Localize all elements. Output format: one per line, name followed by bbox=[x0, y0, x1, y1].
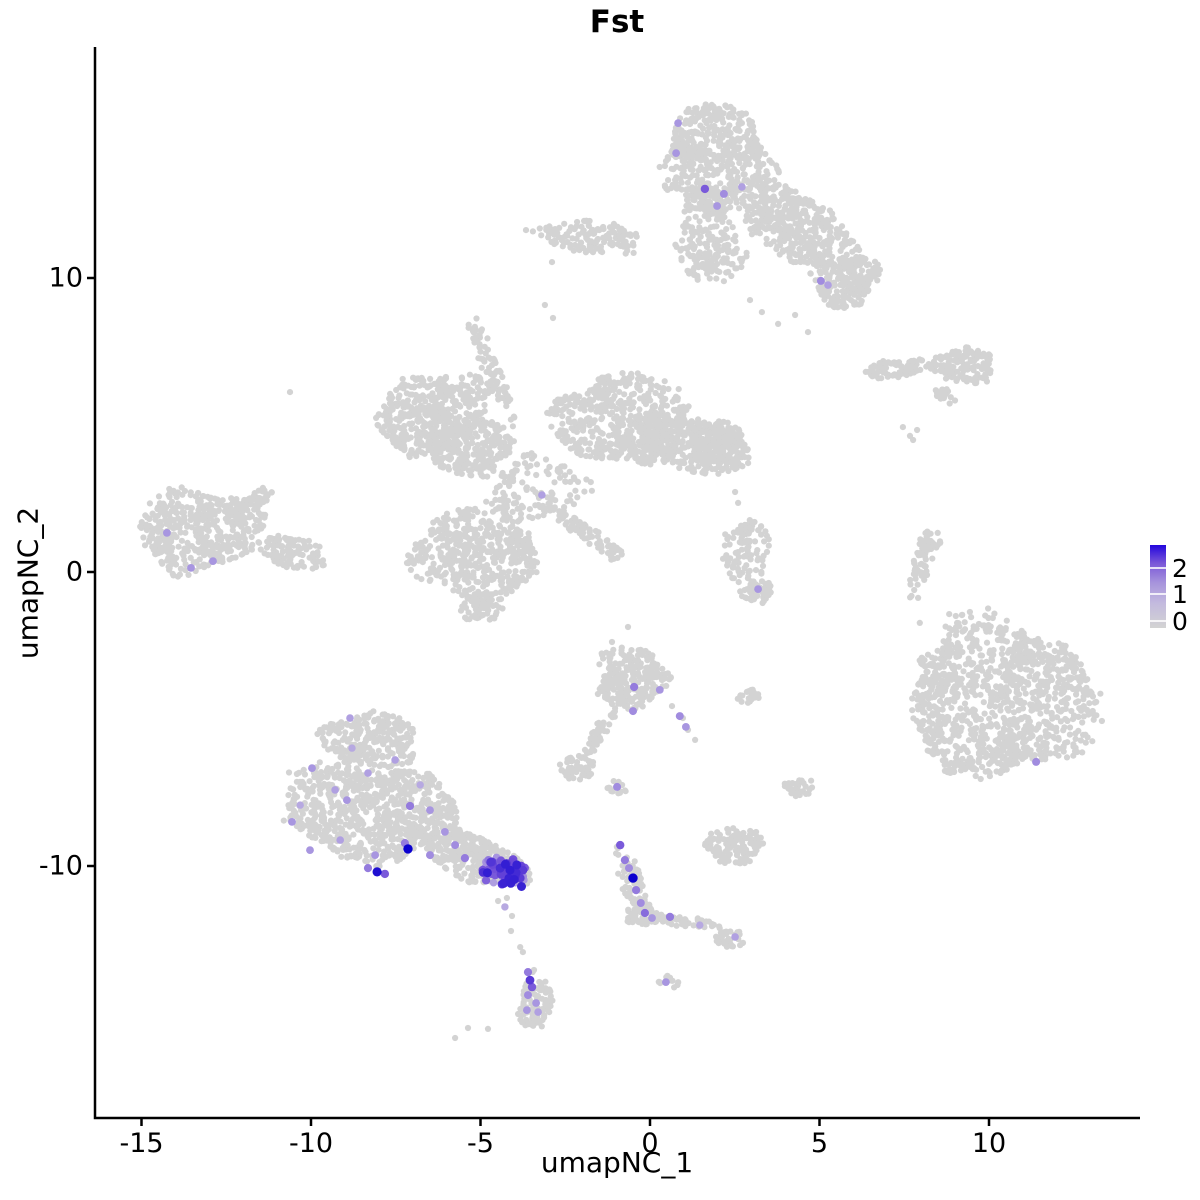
legend-tick-2 bbox=[1150, 567, 1166, 569]
plot-title: Fst bbox=[589, 4, 645, 40]
gray-points-layer bbox=[137, 101, 1105, 1042]
legend-colorbar bbox=[1150, 545, 1166, 628]
axes bbox=[87, 47, 1140, 1126]
x-tick-label-5: 5 bbox=[810, 1128, 829, 1159]
y-tick-label-10: 10 bbox=[48, 262, 83, 294]
x-tick-label--10: -10 bbox=[288, 1128, 334, 1159]
x-axis-label: umapNC_1 bbox=[540, 1146, 694, 1179]
legend-label-0: 0 bbox=[1172, 607, 1188, 636]
legend-label-1: 1 bbox=[1172, 580, 1188, 609]
x-tick-label-10: 10 bbox=[971, 1128, 1007, 1159]
x-tick-label--5: -5 bbox=[467, 1128, 494, 1159]
x-tick-label-0: 0 bbox=[641, 1128, 659, 1159]
expression-points-layer bbox=[163, 119, 1041, 1016]
y-tick-label--10: -10 bbox=[38, 850, 83, 882]
legend-tick-0 bbox=[1150, 620, 1166, 622]
x-tick-label--15: -15 bbox=[119, 1128, 164, 1159]
y-axis-label: umapNC_2 bbox=[11, 506, 45, 660]
legend-label-2: 2 bbox=[1172, 554, 1188, 583]
y-tick-label-0: 0 bbox=[65, 556, 83, 588]
legend-tick-1 bbox=[1150, 593, 1166, 595]
